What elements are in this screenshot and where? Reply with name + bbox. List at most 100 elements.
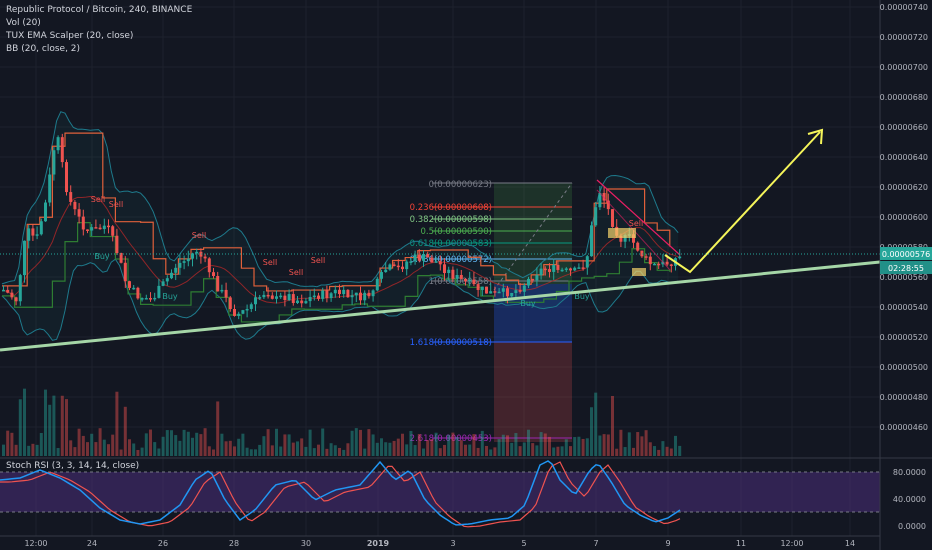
projection-path — [664, 131, 821, 274]
volume-bar — [275, 428, 278, 456]
candle-body — [275, 296, 278, 299]
volume-bar — [325, 448, 329, 456]
time-axis[interactable]: 12:00 24 26 28 30 2019 3 5 7 9 11 12:00 14 — [24, 539, 855, 548]
volume-bar — [98, 428, 102, 456]
stoch-tick-label: 0.0000 — [898, 522, 926, 531]
time-tick-label: 28 — [229, 539, 239, 548]
candle-body — [426, 254, 430, 258]
volume-bar — [60, 395, 64, 456]
time-tick-label: 9 — [665, 539, 670, 548]
candle-body — [296, 300, 299, 304]
candle-body — [107, 225, 110, 228]
candle-body — [510, 293, 514, 297]
price-axis[interactable]: 0.00000740 0.00000720 0.00000700 0.00000680… — [880, 3, 928, 432]
candle-body — [174, 267, 178, 273]
projection-arrow[interactable] — [664, 128, 824, 274]
current-price-badge — [880, 247, 932, 260]
candle-body — [380, 272, 383, 279]
candle-body — [132, 287, 136, 290]
candle-body — [157, 285, 161, 298]
volume-bar — [27, 445, 31, 456]
volume-bar — [514, 433, 518, 456]
volume-bar — [191, 437, 194, 456]
candle-body — [552, 264, 556, 272]
candle-body — [18, 275, 22, 302]
candle-body — [657, 263, 661, 266]
volume-bar — [241, 433, 245, 456]
ascending-trendline[interactable] — [0, 260, 881, 352]
volume-bar — [506, 435, 509, 456]
signal-label-sell: Sell — [263, 258, 277, 267]
volume-bar — [102, 439, 106, 456]
volume-bar — [296, 441, 299, 456]
candle-body — [27, 228, 31, 241]
volume-bar — [539, 432, 543, 456]
channel-upper-line — [596, 179, 681, 256]
candle-body — [14, 297, 18, 302]
volume-bar — [157, 448, 161, 456]
candle-body — [396, 265, 400, 268]
volume-bar — [615, 448, 619, 456]
price-tick-label: 0.00000540 — [880, 303, 928, 312]
volume-indicator-label[interactable]: Vol (20) — [6, 18, 41, 28]
fib-trend-line — [493, 182, 573, 291]
candle-body — [216, 276, 220, 292]
ema-scalper-indicator-label[interactable]: TUX EMA Scalper (20, close) — [6, 31, 134, 41]
candle-body — [52, 150, 56, 175]
candle-body — [632, 234, 635, 243]
falling-channel-drawing[interactable] — [596, 179, 681, 276]
fib-label-0: 0(0.00000623) — [429, 180, 492, 190]
volume-bar — [384, 442, 388, 456]
candle-body — [2, 289, 5, 292]
price-candles — [2, 133, 682, 320]
candle-body — [308, 296, 312, 302]
candle-body — [115, 235, 119, 254]
candle-body — [527, 278, 530, 286]
volume-bar — [350, 430, 354, 456]
volume-bar — [674, 435, 677, 456]
stoch-rsi-pane[interactable] — [0, 460, 880, 528]
bb-basis — [1, 195, 679, 304]
symbol-title[interactable]: Republic Protocol / Bitcoin, 240, BINANC… — [6, 5, 193, 15]
volume-bar — [354, 428, 358, 456]
candle-body — [119, 253, 123, 263]
candle-body — [371, 290, 375, 297]
candle-body — [140, 298, 144, 300]
volume-bar — [266, 429, 270, 456]
fib-label-0382: 0.382(0.00000598) — [410, 215, 492, 225]
volume-bar — [443, 444, 446, 456]
candle-body — [669, 264, 673, 266]
candle-body — [98, 227, 102, 230]
stoch-axis: 80.0000 40.0000 0.0000 — [893, 468, 926, 531]
volume-bar — [518, 446, 522, 456]
volume-bar — [497, 439, 501, 456]
candle-body — [522, 285, 526, 292]
volume-bar — [199, 434, 203, 456]
candle-body — [304, 301, 308, 304]
volume-bar — [203, 428, 207, 456]
price-tick-label: 0.00000600 — [880, 213, 928, 222]
candle-body — [77, 209, 81, 217]
candle-body — [590, 225, 593, 257]
volume-bar — [2, 444, 5, 456]
volume-bar — [367, 429, 371, 456]
bollinger-indicator-label[interactable]: BB (20, close, 2) — [6, 44, 81, 54]
volume-bar — [207, 446, 211, 456]
stoch-rsi-indicator-label[interactable]: Stoch RSI (3, 3, 14, 14, close) — [6, 461, 140, 471]
candle-body — [31, 228, 35, 236]
candle-body — [644, 256, 648, 258]
candle-body — [161, 281, 165, 286]
candle-body — [153, 297, 157, 300]
signal-label-sell: Sell — [289, 268, 303, 277]
volume-bar — [556, 446, 560, 456]
volume-bar — [321, 428, 325, 456]
volume-bar — [455, 437, 459, 456]
volume-bar — [182, 429, 186, 456]
signal-label-sell: Sell — [109, 200, 123, 209]
candle-body — [518, 290, 522, 292]
candle-body — [375, 278, 379, 291]
fibonacci-extension-tool[interactable]: 0(0.00000623) 0.236(0.00000608) 0.382(0.… — [410, 180, 573, 444]
candle-body — [338, 289, 341, 295]
volume-bar — [312, 448, 316, 456]
